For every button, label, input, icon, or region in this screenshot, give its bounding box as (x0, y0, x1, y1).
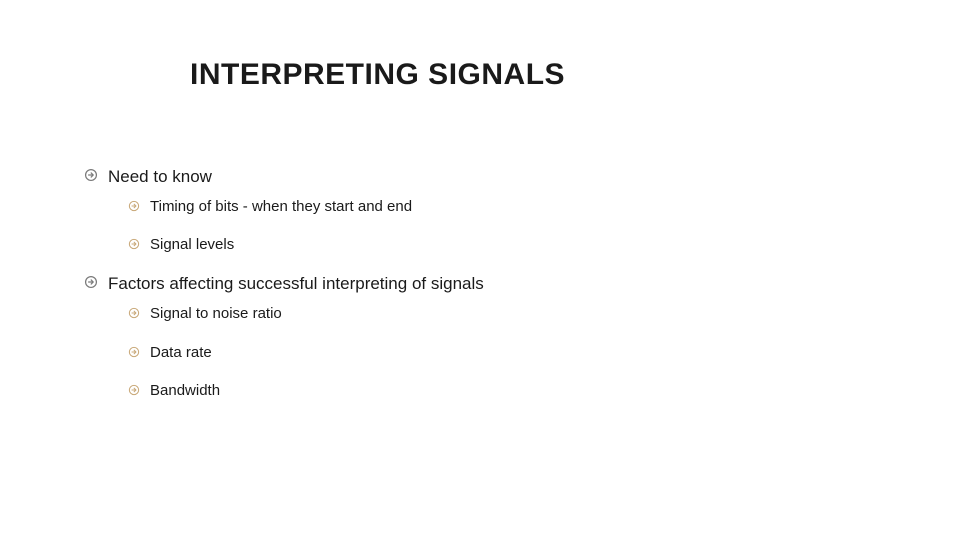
arrow-bullet-icon (84, 168, 98, 187)
list-item: Timing of bits - when they start and end (128, 197, 900, 217)
arrow-bullet-icon (128, 237, 140, 255)
slide-body: Need to know Timing of bits - when they … (84, 160, 900, 419)
list-item-text: Factors affecting successful interpretin… (108, 273, 484, 296)
list-item-text: Signal to noise ratio (150, 304, 282, 324)
list-item: Factors affecting successful interpretin… (84, 273, 900, 296)
arrow-bullet-icon (84, 275, 98, 294)
list-item-text: Need to know (108, 166, 212, 189)
slide: INTERPRETING SIGNALS Need to know Timi (0, 0, 960, 540)
list-item: Need to know (84, 166, 900, 189)
list-item: Data rate (128, 343, 900, 363)
arrow-bullet-icon (128, 199, 140, 217)
list-item-text: Data rate (150, 343, 212, 363)
list-item: Signal to noise ratio (128, 304, 900, 324)
sublist: Timing of bits - when they start and end… (128, 197, 900, 256)
list-item-text: Bandwidth (150, 381, 220, 401)
arrow-bullet-icon (128, 345, 140, 363)
arrow-bullet-icon (128, 306, 140, 324)
list-item-text: Signal levels (150, 235, 234, 255)
arrow-bullet-icon (128, 383, 140, 401)
sublist: Signal to noise ratio Data rate (128, 304, 900, 401)
list-item: Bandwidth (128, 381, 900, 401)
slide-title: INTERPRETING SIGNALS (190, 58, 565, 92)
list-item: Signal levels (128, 235, 900, 255)
list-item-text: Timing of bits - when they start and end (150, 197, 412, 217)
